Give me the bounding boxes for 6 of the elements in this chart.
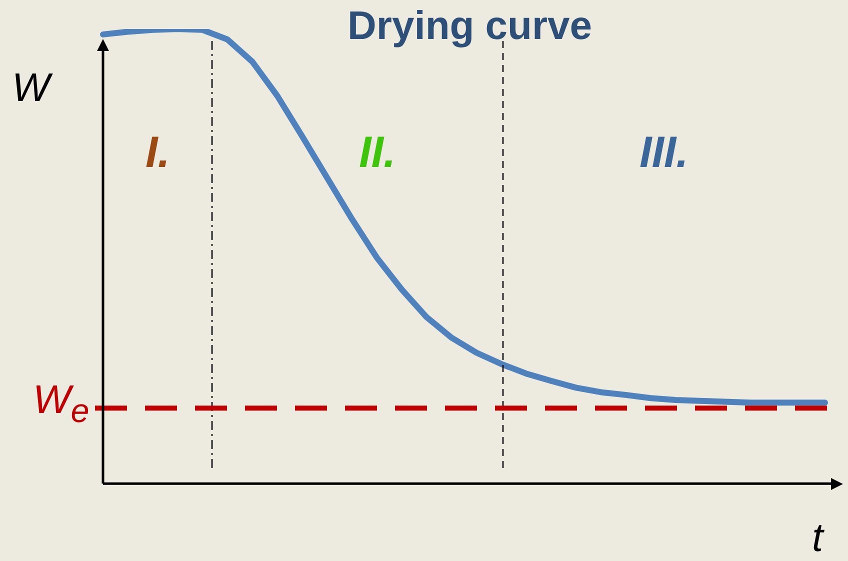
annotation: II. xyxy=(359,128,396,178)
x-axis-title: t xyxy=(812,516,824,561)
annotation: III. xyxy=(639,128,688,178)
annotation: I. xyxy=(146,128,170,178)
chart-title: Drying curve xyxy=(348,4,592,49)
ref-line-label: W$_{e}$ xyxy=(33,378,90,431)
